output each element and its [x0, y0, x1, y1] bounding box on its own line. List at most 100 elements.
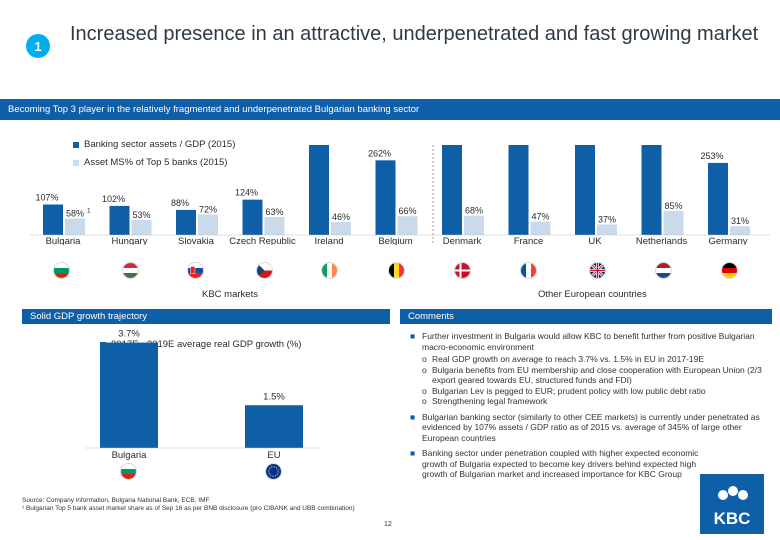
bar-assets-9 [641, 145, 662, 235]
category-label-8: UK [588, 236, 602, 245]
legend-swatch-ms [73, 159, 79, 166]
page-title: Increased presence in an attractive, und… [70, 23, 759, 45]
legend-label-assets: Banking sector assets / GDP (2015) [84, 139, 236, 150]
bar-ms-10 [730, 226, 750, 235]
category-label-10: Germany [708, 236, 747, 245]
bar-ms-3 [264, 217, 285, 235]
flag-uk-icon [589, 262, 606, 279]
bar-ms-9 [663, 210, 684, 235]
category-label-5: Belgium [378, 236, 412, 245]
bar-assets-8 [575, 145, 595, 235]
kbc-markets-label: KBC markets [202, 289, 258, 300]
comment-bullet-2: ■ Bulgarian banking sector (similarly to … [410, 412, 770, 444]
label-assets-3: 124% [235, 188, 258, 198]
legend-assets: Banking sector assets / GDP (2015) [73, 139, 235, 150]
bullet-icon: ■ [410, 411, 416, 422]
label-assets-2: 88% [171, 198, 189, 208]
gdp-legend-label: 2017E - 2019E average real GDP growth (%… [111, 339, 302, 350]
comment-2-text: Bulgarian banking sector (similarly to o… [422, 411, 760, 443]
section-banner: Becoming Top 3 player in the relatively … [0, 99, 780, 120]
kbc-logo: KBC [700, 474, 764, 534]
category-label-1: Hungary [112, 236, 148, 245]
comment-1-sub-1: Real GDP growth on average to reach 3.7%… [432, 354, 704, 364]
legend-swatch-assets [73, 141, 79, 148]
comments-panel: ■ Further investment in Bulgaria would al… [410, 331, 770, 482]
bullet-icon: ■ [410, 448, 416, 458]
flag-france-icon [520, 262, 537, 279]
bar-assets-5 [375, 160, 396, 235]
bar-ms-5 [397, 216, 418, 235]
source-line-2: ¹ Bulgarian Top 5 bank asset market shar… [22, 505, 355, 512]
page-number: 12 [384, 521, 392, 528]
other-countries-label: Other European countries [538, 289, 647, 300]
label-ms-6: 68% [465, 206, 483, 216]
label-ms-9: 85% [664, 201, 682, 211]
flag-denmark-icon [454, 262, 471, 279]
source-note: Source: Company information, Bulgaria Na… [22, 497, 442, 513]
comment-sub-3: o Bulgarian Lev is pegged to EUR; prudent… [410, 386, 770, 397]
label-assets-0: 107% [35, 193, 58, 203]
comments-section-header: Comments [400, 309, 772, 324]
kbc-logo-text: KBC [714, 509, 751, 528]
gdp-growth-chart: 3.7% Bulgaria 1.5% EU [85, 330, 320, 461]
comment-bullet-3: ■ Banking sector under penetration couple… [410, 448, 710, 480]
gdp-value-0: 3.7% [118, 330, 140, 340]
flag-bulgaria-gdp-icon [120, 463, 137, 480]
label-ms-10: 31% [731, 216, 749, 226]
category-label-3: Czech Republic [229, 236, 296, 245]
comment-1-sub-4: Strengthening legal framework [432, 396, 548, 406]
flag-netherlands-icon [655, 262, 672, 279]
source-line-1: Source: Company information, Bulgaria Na… [22, 497, 210, 504]
bar-assets-4 [309, 145, 329, 235]
slide-number: 1 [34, 38, 42, 54]
gdp-bar-1 [245, 405, 303, 448]
sub-bullet-icon: o [422, 385, 427, 396]
comment-1-text: Further investment in Bulgaria would all… [422, 331, 755, 352]
sub-bullet-icon: o [422, 396, 427, 406]
bar-ms-1 [131, 219, 152, 235]
bar-assets-2 [176, 209, 196, 235]
legend-ms: Asset MS% of Top 5 banks (2015) [73, 157, 227, 168]
category-label-2: Slovakia [178, 236, 215, 245]
comment-1-sub-3: Bulgarian Lev is pegged to EUR; prudent … [432, 385, 706, 396]
flag-slovakia-icon [187, 262, 204, 279]
bullet-icon: ■ [410, 331, 416, 341]
flag-czech-icon [256, 262, 273, 279]
bar-assets-0 [43, 204, 63, 235]
gdp-section-header: Solid GDP growth trajectory [22, 309, 390, 324]
category-label-0: Bulgaria [46, 236, 82, 245]
gdp-bar-0 [100, 342, 158, 448]
gdp-category-0: Bulgaria [112, 450, 148, 461]
slide-number-badge: 1 [26, 34, 50, 58]
label-assets-1: 102% [102, 194, 125, 204]
bar-assets-7 [508, 145, 529, 235]
legend-label-ms: Asset MS% of Top 5 banks (2015) [84, 157, 228, 168]
bar-ms-7 [530, 221, 551, 235]
label-ms-5: 66% [398, 206, 416, 216]
label-ms-2: 72% [199, 204, 217, 214]
bar-assets-6 [442, 145, 462, 235]
comment-sub-2: o Bulgaria benefits from EU membership an… [410, 365, 770, 386]
category-label-7: France [514, 236, 544, 245]
gdp-value-1: 1.5% [263, 391, 285, 402]
comment-1-sub-2: Bulgaria benefits from EU membership and… [432, 364, 762, 386]
comment-sub-4: o Strengthening legal framework [410, 396, 770, 407]
label-ms-7: 47% [531, 212, 549, 222]
category-label-9: Netherlands [636, 236, 687, 245]
sub-bullet-icon: o [422, 364, 427, 375]
flag-bulgaria-icon [53, 262, 70, 279]
label-ms-8: 37% [598, 214, 616, 224]
bar-ms-6 [464, 215, 484, 235]
bar-ms-0 [65, 218, 85, 235]
comment-bullet-1: ■ Further investment in Bulgaria would al… [410, 331, 770, 352]
label-assets-5: 262% [368, 148, 391, 158]
label-ms-4: 46% [332, 212, 350, 222]
label-ms-1: 53% [132, 210, 150, 220]
flag-hungary-icon [122, 262, 139, 279]
flag-eu-icon [265, 463, 282, 480]
flag-germany-icon [721, 262, 738, 279]
footnote-marker: 1 [87, 207, 91, 214]
bar-ms-2 [198, 214, 218, 235]
sub-bullet-icon: o [422, 354, 427, 364]
banking-assets-chart: 107% 58% Bulgaria 102% 53% Hungary 88% 72% Slova… [30, 145, 770, 245]
